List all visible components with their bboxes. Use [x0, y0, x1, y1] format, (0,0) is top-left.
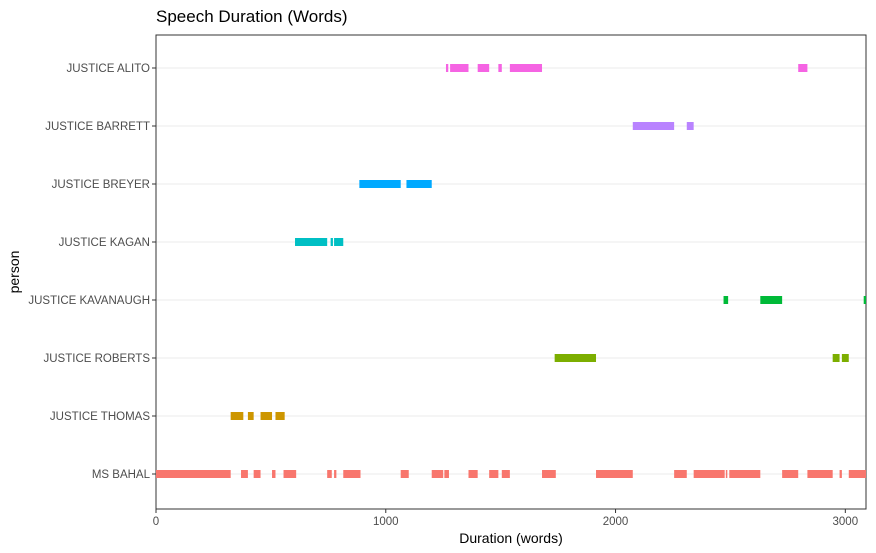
x-tick-label: 1000 — [373, 516, 399, 528]
speech-segment — [848, 470, 866, 478]
speech-segment — [406, 180, 432, 188]
series-ms-bahal — [156, 470, 866, 478]
speech-segments — [156, 64, 866, 478]
speech-segment — [596, 470, 633, 478]
y-tick-label: JUSTICE KAGAN — [59, 237, 150, 249]
speech-segment — [839, 470, 842, 478]
y-tick-label: JUSTICE ROBERTS — [44, 353, 151, 365]
speech-segment — [230, 412, 244, 420]
y-axis: JUSTICE ALITO JUSTICE BARRETT JUSTICE BREY… — [28, 63, 156, 481]
speech-segment — [444, 470, 449, 478]
speech-segment — [334, 238, 344, 246]
speech-segment — [468, 470, 478, 478]
speech-segment — [725, 470, 728, 478]
speech-segment — [253, 470, 261, 478]
speech-segment — [554, 354, 597, 362]
speech-segment — [509, 64, 543, 72]
speech-segment — [863, 296, 866, 304]
x-tick-label: 0 — [153, 516, 159, 528]
speech-segment — [450, 64, 469, 72]
x-axis-title: Duration (words) — [459, 530, 562, 546]
y-tick-label: JUSTICE BREYER — [52, 179, 150, 191]
speech-segment — [156, 470, 231, 478]
speech-segment — [283, 470, 297, 478]
speech-segment — [431, 470, 444, 478]
speech-segment — [327, 470, 332, 478]
speech-segment — [723, 296, 729, 304]
speech-segment — [674, 470, 687, 478]
series-justice-breyer — [359, 180, 432, 188]
speech-segment — [343, 470, 361, 478]
x-tick-label: 2000 — [603, 516, 629, 528]
x-axis: 0 1000 2000 3000 — [153, 509, 858, 528]
speech-segment — [295, 238, 328, 246]
speech-segment — [542, 470, 556, 478]
speech-segment — [334, 470, 337, 478]
chart-title: Speech Duration (Words) — [156, 7, 348, 26]
speech-segment — [782, 470, 799, 478]
speech-segment — [489, 470, 499, 478]
speech-segment — [477, 64, 490, 72]
speech-segment — [798, 64, 808, 72]
speech-segment — [832, 354, 840, 362]
speech-segment — [807, 470, 833, 478]
speech-segment — [241, 470, 248, 478]
speech-segment — [632, 122, 675, 130]
speech-segment — [272, 470, 276, 478]
y-tick-label: JUSTICE THOMAS — [50, 411, 150, 423]
y-tick-label: JUSTICE BARRETT — [45, 121, 150, 133]
speech-segment — [359, 180, 401, 188]
series-justice-thomas — [230, 412, 285, 420]
speech-segment — [260, 412, 273, 420]
speech-segment — [247, 412, 254, 420]
series-justice-kavanaugh — [723, 296, 866, 304]
y-axis-title: person — [6, 251, 22, 294]
y-tick-label: MS BAHAL — [92, 469, 151, 481]
speech-segment — [400, 470, 409, 478]
speech-segment — [498, 64, 502, 72]
plot-panel — [155, 34, 867, 510]
speech-segment — [330, 238, 333, 246]
y-tick-label: JUSTICE ALITO — [66, 63, 150, 75]
series-justice-barrett — [632, 122, 694, 130]
speech-segment — [275, 412, 285, 420]
speech-segment — [841, 354, 849, 362]
speech-segment — [693, 470, 725, 478]
x-tick-label: 3000 — [833, 516, 859, 528]
speech-segment — [760, 296, 783, 304]
y-tick-label: JUSTICE KAVANAUGH — [28, 295, 150, 307]
speech-segment — [445, 64, 449, 72]
series-justice-roberts — [554, 354, 849, 362]
series-justice-kagan — [295, 238, 344, 246]
speech-segment — [686, 122, 694, 130]
series-justice-alito — [445, 64, 808, 72]
speech-segment — [729, 470, 761, 478]
speech-segment — [501, 470, 510, 478]
